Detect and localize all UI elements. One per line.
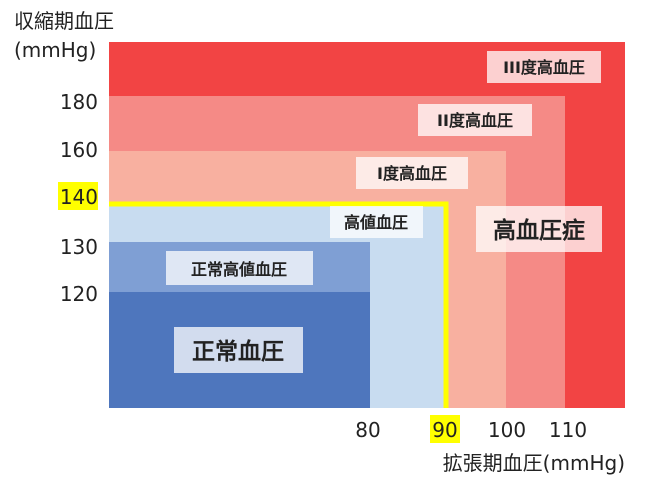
x-axis-ticks: 80 90 100 110 [355, 415, 587, 443]
zone-label-grade2: II度高血圧 [418, 104, 532, 136]
x-tick-label: 100 [488, 418, 526, 442]
svg-text:高血圧症: 高血圧症 [493, 217, 585, 244]
y-tick-label: 180 [60, 90, 98, 114]
x-axis-title: 拡張期血圧(mmHg) [443, 451, 625, 475]
zone-label-normal-high: 正常高値血圧 [166, 251, 313, 285]
zone-label-grade3: III度高血圧 [487, 51, 601, 83]
hypertension-label: 高血圧症 [476, 206, 602, 252]
y-tick-label: 160 [60, 138, 98, 162]
svg-text:II度高血圧: II度高血圧 [437, 111, 513, 130]
svg-text:III度高血圧: III度高血圧 [503, 58, 585, 77]
x-tick-label: 90 [432, 418, 457, 442]
y-tick-label: 120 [60, 282, 98, 306]
svg-text:I度高血圧: I度高血圧 [377, 164, 447, 183]
y-axis-ticks: 180 160 140 130 120 [58, 90, 98, 306]
x-tick-label: 110 [549, 418, 587, 442]
zone-label-high-normal: 高値血圧 [330, 206, 423, 238]
y-tick-label: 130 [60, 235, 98, 259]
y-tick-label: 140 [60, 185, 98, 209]
y-axis-title-line1: 収縮期血圧 [14, 9, 114, 33]
x-tick-label: 80 [355, 418, 380, 442]
y-axis-title-line2: (mmHg) [14, 38, 96, 62]
svg-text:正常血圧: 正常血圧 [192, 338, 284, 365]
hypertension-threshold-line [109, 201, 449, 408]
zone-label-normal: 正常血圧 [174, 327, 303, 373]
svg-text:高値血圧: 高値血圧 [344, 213, 408, 232]
zone-label-grade1: I度高血圧 [356, 157, 468, 189]
x-tick-highlight [430, 415, 460, 443]
y-tick-highlight [58, 182, 98, 210]
svg-text:正常高値血圧: 正常高値血圧 [191, 260, 287, 279]
